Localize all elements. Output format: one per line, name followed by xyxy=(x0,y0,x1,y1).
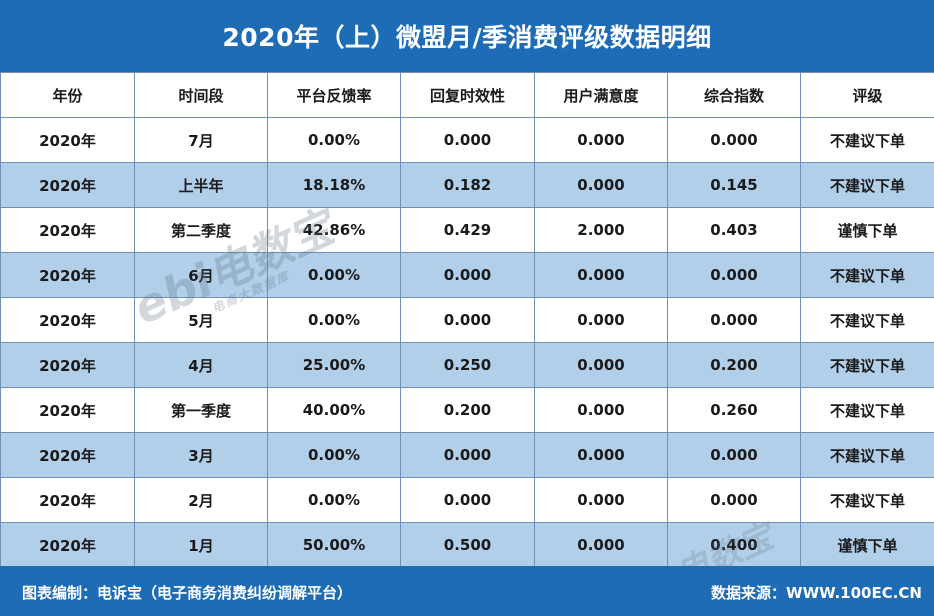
cell-rating: 不建议下单 xyxy=(800,387,934,433)
cell-period: 6月 xyxy=(134,252,268,298)
table-row: 2020年 上半年 18.18% 0.182 0.000 0.145 不建议下单 xyxy=(0,162,934,208)
cell-user-satisfaction: 0.000 xyxy=(534,387,668,433)
column-header-rating: 评级 xyxy=(800,72,934,118)
cell-composite-index: 0.000 xyxy=(667,477,801,523)
cell-user-satisfaction: 0.000 xyxy=(534,477,668,523)
cell-rating: 谨慎下单 xyxy=(800,522,934,568)
cell-composite-index: 0.000 xyxy=(667,297,801,343)
cell-user-satisfaction: 0.000 xyxy=(534,522,668,568)
cell-feedback-rate: 0.00% xyxy=(267,252,401,298)
cell-rating: 不建议下单 xyxy=(800,342,934,388)
table-row: 2020年 4月 25.00% 0.250 0.000 0.200 不建议下单 xyxy=(0,342,934,388)
cell-response-timeliness: 0.250 xyxy=(400,342,535,388)
data-table-container: 年份 时间段 平台反馈率 回复时效性 用户满意度 综合指数 评级 2020年 7月… xyxy=(0,72,934,568)
table-row: 2020年 5月 0.00% 0.000 0.000 0.000 不建议下单 xyxy=(0,297,934,343)
cell-user-satisfaction: 0.000 xyxy=(534,297,668,343)
cell-year: 2020年 xyxy=(0,522,135,568)
table-body: 2020年 7月 0.00% 0.000 0.000 0.000 不建议下单 2020年 上半年… xyxy=(0,117,934,568)
cell-feedback-rate: 0.00% xyxy=(267,477,401,523)
cell-rating: 不建议下单 xyxy=(800,432,934,478)
cell-user-satisfaction: 2.000 xyxy=(534,207,668,253)
cell-feedback-rate: 42.86% xyxy=(267,207,401,253)
cell-composite-index: 0.000 xyxy=(667,432,801,478)
table-row: 2020年 1月 50.00% 0.500 0.000 0.400 谨慎下单 xyxy=(0,522,934,568)
column-header-composite-index: 综合指数 xyxy=(667,72,801,118)
cell-year: 2020年 xyxy=(0,297,135,343)
cell-user-satisfaction: 0.000 xyxy=(534,252,668,298)
cell-year: 2020年 xyxy=(0,117,135,163)
cell-feedback-rate: 0.00% xyxy=(267,117,401,163)
cell-period: 上半年 xyxy=(134,162,268,208)
footer-compiler-credit: 图表编制：电诉宝（电子商务消费纠纷调解平台） xyxy=(22,584,353,602)
cell-period: 第二季度 xyxy=(134,207,268,253)
cell-user-satisfaction: 0.000 xyxy=(534,117,668,163)
cell-user-satisfaction: 0.000 xyxy=(534,342,668,388)
cell-response-timeliness: 0.000 xyxy=(400,477,535,523)
cell-feedback-rate: 25.00% xyxy=(267,342,401,388)
cell-period: 1月 xyxy=(134,522,268,568)
cell-rating: 不建议下单 xyxy=(800,117,934,163)
cell-feedback-rate: 40.00% xyxy=(267,387,401,433)
cell-response-timeliness: 0.200 xyxy=(400,387,535,433)
cell-period: 5月 xyxy=(134,297,268,343)
cell-year: 2020年 xyxy=(0,387,135,433)
table-row: 2020年 第二季度 42.86% 0.429 2.000 0.403 谨慎下单 xyxy=(0,207,934,253)
column-header-response-timeliness: 回复时效性 xyxy=(400,72,535,118)
cell-user-satisfaction: 0.000 xyxy=(534,432,668,478)
cell-composite-index: 0.260 xyxy=(667,387,801,433)
cell-user-satisfaction: 0.000 xyxy=(534,162,668,208)
cell-response-timeliness: 0.000 xyxy=(400,117,535,163)
table-row: 2020年 3月 0.00% 0.000 0.000 0.000 不建议下单 xyxy=(0,432,934,478)
cell-response-timeliness: 0.500 xyxy=(400,522,535,568)
cell-composite-index: 0.400 xyxy=(667,522,801,568)
table-title-text: 2020年（上）微盟月/季消费评级数据明细 xyxy=(222,23,712,52)
column-header-feedback-rate: 平台反馈率 xyxy=(267,72,401,118)
cell-year: 2020年 xyxy=(0,477,135,523)
table-title: 2020年（上）微盟月/季消费评级数据明细 xyxy=(0,0,934,72)
cell-period: 4月 xyxy=(134,342,268,388)
cell-period: 3月 xyxy=(134,432,268,478)
cell-response-timeliness: 0.000 xyxy=(400,432,535,478)
column-header-period: 时间段 xyxy=(134,72,268,118)
cell-response-timeliness: 0.429 xyxy=(400,207,535,253)
footer-bar: 图表编制：电诉宝（电子商务消费纠纷调解平台） 数据来源：WWW.100EC.CN xyxy=(0,566,934,616)
cell-period: 2月 xyxy=(134,477,268,523)
column-header-user-satisfaction: 用户满意度 xyxy=(534,72,668,118)
cell-year: 2020年 xyxy=(0,207,135,253)
rating-data-table: 年份 时间段 平台反馈率 回复时效性 用户满意度 综合指数 评级 2020年 7月… xyxy=(0,72,934,568)
cell-composite-index: 0.403 xyxy=(667,207,801,253)
table-header-row: 年份 时间段 平台反馈率 回复时效性 用户满意度 综合指数 评级 xyxy=(0,72,934,118)
column-header-year: 年份 xyxy=(0,72,135,118)
cell-rating: 不建议下单 xyxy=(800,477,934,523)
cell-period: 7月 xyxy=(134,117,268,163)
cell-response-timeliness: 0.000 xyxy=(400,252,535,298)
cell-composite-index: 0.000 xyxy=(667,117,801,163)
cell-response-timeliness: 0.000 xyxy=(400,297,535,343)
cell-rating: 不建议下单 xyxy=(800,162,934,208)
cell-rating: 谨慎下单 xyxy=(800,207,934,253)
cell-feedback-rate: 18.18% xyxy=(267,162,401,208)
footer-data-source: 数据来源：WWW.100EC.CN xyxy=(711,584,922,602)
cell-composite-index: 0.000 xyxy=(667,252,801,298)
cell-period: 第一季度 xyxy=(134,387,268,433)
cell-rating: 不建议下单 xyxy=(800,297,934,343)
table-row: 2020年 2月 0.00% 0.000 0.000 0.000 不建议下单 xyxy=(0,477,934,523)
cell-composite-index: 0.145 xyxy=(667,162,801,208)
table-row: 2020年 6月 0.00% 0.000 0.000 0.000 不建议下单 xyxy=(0,252,934,298)
table-row: 2020年 7月 0.00% 0.000 0.000 0.000 不建议下单 xyxy=(0,117,934,163)
table-row: 2020年 第一季度 40.00% 0.200 0.000 0.260 不建议下单 xyxy=(0,387,934,433)
cell-rating: 不建议下单 xyxy=(800,252,934,298)
cell-composite-index: 0.200 xyxy=(667,342,801,388)
cell-year: 2020年 xyxy=(0,252,135,298)
cell-feedback-rate: 50.00% xyxy=(267,522,401,568)
cell-feedback-rate: 0.00% xyxy=(267,297,401,343)
cell-year: 2020年 xyxy=(0,432,135,478)
cell-feedback-rate: 0.00% xyxy=(267,432,401,478)
cell-year: 2020年 xyxy=(0,342,135,388)
cell-year: 2020年 xyxy=(0,162,135,208)
cell-response-timeliness: 0.182 xyxy=(400,162,535,208)
